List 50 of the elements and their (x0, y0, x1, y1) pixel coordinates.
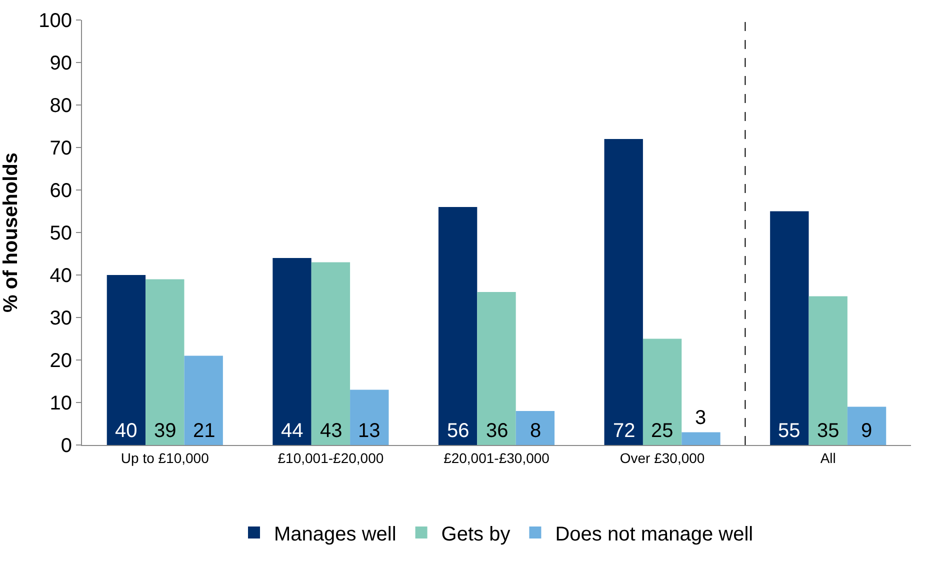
y-axis-title: % of households (0, 152, 22, 312)
data-label: 72 (613, 420, 636, 442)
data-label: 8 (530, 420, 542, 442)
y-tick-label: 40 (50, 265, 72, 287)
bar (438, 207, 478, 445)
data-label: 21 (193, 420, 216, 442)
bar (604, 139, 643, 445)
y-tick-label: 70 (50, 138, 72, 160)
bar (106, 275, 146, 445)
y-tick-label: 10 (50, 392, 72, 414)
data-label: 43 (320, 420, 342, 442)
bar (477, 292, 516, 445)
bar (642, 338, 682, 445)
y-tick-label: 90 (50, 52, 72, 74)
bar (770, 211, 809, 445)
data-label: 36 (486, 420, 508, 442)
legend-label: Does not manage well (555, 523, 754, 546)
bar (184, 356, 223, 445)
y-tick-label: 50 (50, 222, 72, 244)
bar (808, 296, 848, 445)
data-label: 9 (861, 420, 872, 442)
data-label: 25 (651, 420, 674, 442)
bar (682, 432, 720, 445)
x-tick-label: Up to £10,000 (120, 450, 210, 466)
data-label: 44 (281, 420, 304, 442)
x-tick-label: Over £30,000 (620, 450, 705, 466)
data-label: 35 (817, 420, 840, 442)
x-tick-label: £20,001-£30,000 (444, 450, 550, 466)
data-label: 13 (358, 420, 380, 442)
legend-label: Gets by (441, 523, 510, 546)
bar (516, 411, 555, 445)
data-label: 40 (115, 420, 138, 442)
bar (350, 390, 389, 445)
data-label: 56 (447, 420, 470, 442)
y-tick-label: 0 (60, 435, 72, 457)
bar (146, 279, 184, 445)
y-tick-label: 80 (50, 95, 72, 117)
bar (847, 406, 886, 445)
data-label: 55 (778, 420, 800, 442)
x-tick-label: £10,001-£20,000 (278, 450, 384, 466)
y-tick-label: 20 (50, 350, 72, 372)
y-tick-label: 60 (50, 180, 72, 202)
data-label: 3 (695, 407, 706, 429)
y-tick-label: 100 (38, 10, 72, 32)
legend-label: Manages well (274, 523, 396, 546)
bar (272, 258, 312, 445)
data-label: 39 (154, 420, 176, 442)
y-tick-label: 30 (50, 308, 72, 330)
bar (311, 262, 350, 445)
x-tick-label: All (820, 450, 836, 466)
